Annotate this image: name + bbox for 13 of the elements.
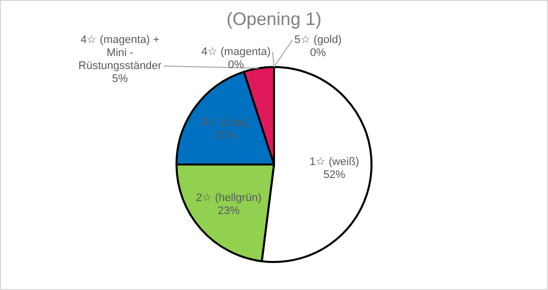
slice-label: 4☆ (magenta) + Mini - Rüstungsständer (78, 34, 162, 72)
text: 0% (310, 47, 326, 60)
slice-label: 3☆ (blau) (201, 116, 249, 128)
slice-label: 1☆ (weiß) (309, 156, 360, 168)
legend-label: 4☆ (magenta) (201, 46, 271, 58)
data-label: 23% (218, 205, 240, 218)
data-label: 52% (323, 168, 346, 181)
text: 0% (228, 59, 244, 72)
category-label: 5☆ (gold) (294, 34, 342, 46)
chart-title: (Opening 1) (226, 8, 322, 29)
data-label: 20% (214, 130, 236, 142)
slice-label: 2☆ (hellgrün) (196, 192, 262, 204)
data-label: 5% (112, 73, 128, 86)
